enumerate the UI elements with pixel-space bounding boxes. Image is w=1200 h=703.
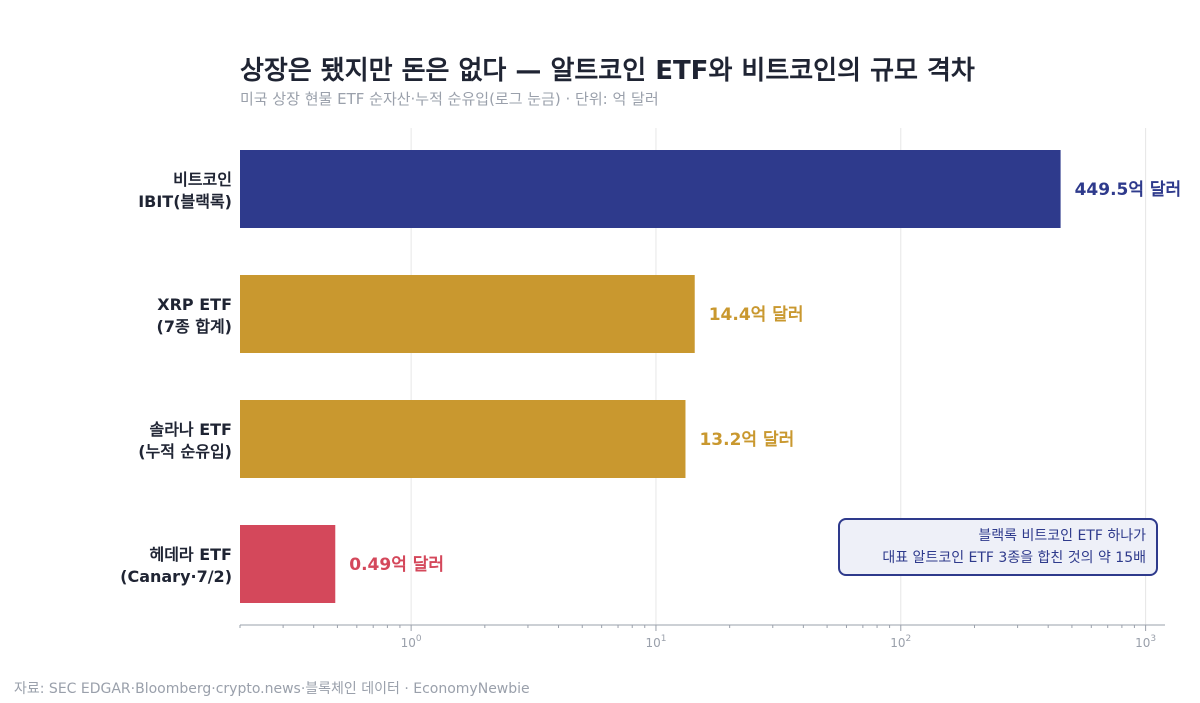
bar [240,525,336,603]
category-label: 비트코인 [173,170,232,189]
chart-subtitle: 미국 상장 현물 ETF 순자산·누적 순유입(로그 눈금) · 단위: 억 달… [240,90,659,108]
category-label: (누적 순유입) [138,442,232,461]
category-label: 헤데라 ETF [149,545,232,564]
bar [240,400,686,478]
source-note: 자료: SEC EDGAR·Bloomberg·crypto.news·블록체인… [14,681,530,697]
x-tick-label: 100 [401,634,422,650]
bar [240,150,1061,228]
category-label: (7종 합계) [157,317,233,336]
category-label: (Canary·7/2) [120,567,232,586]
annotation-line-1: 블랙록 비트코인 ETF 하나가 [978,528,1146,544]
category-label: 솔라나 ETF [149,420,232,439]
x-tick-label: 102 [890,634,911,650]
category-label: XRP ETF [157,295,232,314]
chart-title: 상장은 됐지만 돈은 없다 — 알트코인 ETF와 비트코인의 규모 격차 [240,56,975,86]
data-label: 449.5억 달러 [1075,179,1182,200]
category-label: IBIT(블랙록) [138,192,232,211]
data-label: 13.2억 달러 [699,429,794,450]
annotation-box: 블랙록 비트코인 ETF 하나가 대표 알트코인 ETF 3종을 합친 것의 약… [838,518,1158,576]
annotation-line-2: 대표 알트코인 ETF 3종을 합친 것의 약 15배 [882,550,1146,566]
data-label: 0.49억 달러 [349,554,444,575]
data-label: 14.4억 달러 [709,304,804,325]
x-tick-label: 101 [645,634,666,650]
bar [240,275,695,353]
x-tick-label: 103 [1135,634,1156,650]
